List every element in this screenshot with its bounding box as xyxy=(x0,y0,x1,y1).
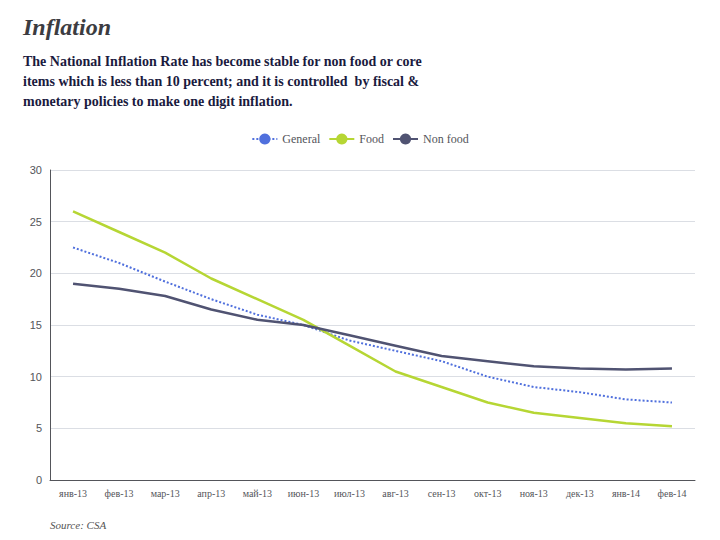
svg-text:The National Inflation Rate ha: The National Inflation Rate has become s… xyxy=(23,54,422,69)
svg-text:General: General xyxy=(282,132,321,146)
svg-text:30: 30 xyxy=(30,164,42,176)
svg-text:сен-13: сен-13 xyxy=(428,488,456,499)
svg-text:дек-13: дек-13 xyxy=(566,488,594,499)
svg-text:Inflation: Inflation xyxy=(22,14,111,40)
svg-text:апр-13: апр-13 xyxy=(197,488,225,499)
svg-text:20: 20 xyxy=(30,267,42,279)
svg-text:0: 0 xyxy=(36,474,42,486)
svg-text:15: 15 xyxy=(30,319,42,331)
svg-text:25: 25 xyxy=(30,216,42,228)
svg-text:июл-13: июл-13 xyxy=(334,488,365,499)
svg-text:Non food: Non food xyxy=(423,132,469,146)
svg-text:янв-13: янв-13 xyxy=(59,488,87,499)
svg-text:5: 5 xyxy=(36,422,42,434)
svg-text:фев-13: фев-13 xyxy=(105,488,134,499)
svg-text:мар-13: мар-13 xyxy=(151,488,180,499)
svg-text:Food: Food xyxy=(359,132,384,146)
svg-text:фев-14: фев-14 xyxy=(657,488,686,499)
svg-text:июн-13: июн-13 xyxy=(288,488,320,499)
svg-text:ноя-13: ноя-13 xyxy=(520,488,548,499)
svg-text:10: 10 xyxy=(30,371,42,383)
svg-text:янв-14: янв-14 xyxy=(612,488,640,499)
svg-text:окт-13: окт-13 xyxy=(474,488,501,499)
svg-text:авг-13: авг-13 xyxy=(382,488,409,499)
svg-text:items which is less than 10 pe: items which is less than 10 percent; and… xyxy=(23,74,419,89)
svg-text:май-13: май-13 xyxy=(243,488,272,499)
svg-text:Source: CSA: Source: CSA xyxy=(50,519,106,531)
svg-text:monetary policies to make one: monetary policies to make one digit infl… xyxy=(23,94,293,109)
